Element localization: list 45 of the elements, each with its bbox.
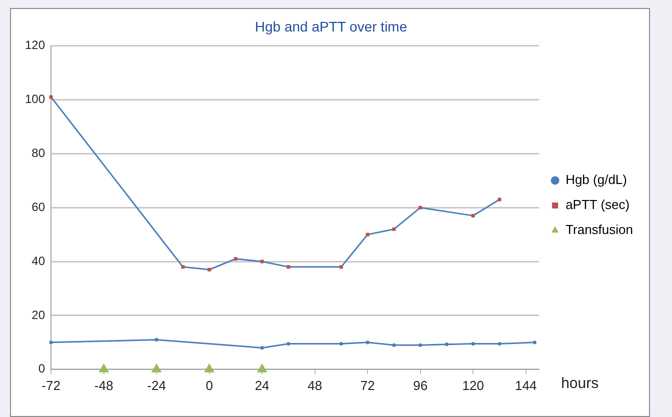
point: [49, 340, 53, 344]
y-tick-label: 80: [32, 146, 46, 160]
point: [498, 342, 502, 346]
point: [498, 198, 502, 202]
legend-label: aPTT (sec): [566, 197, 630, 212]
point: [181, 265, 185, 269]
point: [154, 338, 158, 342]
y-tick-label: 60: [32, 200, 46, 214]
x-tick-label: 144: [515, 378, 537, 393]
x-tick-label: 48: [308, 378, 322, 393]
x-axis-title: hours: [561, 375, 599, 392]
point: [366, 232, 370, 236]
chart-title: Hgb and aPTT over time: [254, 18, 408, 34]
point: [339, 342, 344, 346]
y-tick-label: 120: [24, 38, 46, 52]
y-tick-label: 40: [32, 254, 46, 268]
point: [286, 342, 290, 346]
legend-label: Hgb (g/dL): [566, 172, 627, 188]
x-tick-label: -24: [147, 378, 166, 393]
x-tick-label: -72: [42, 378, 60, 393]
point: [260, 260, 264, 264]
legend-label: Transfusion: [566, 222, 633, 238]
point: [49, 95, 53, 99]
y-tick-label: 100: [24, 92, 46, 106]
point: [286, 265, 290, 269]
x-tick-label: 96: [413, 378, 428, 393]
x-tick-label: 72: [360, 378, 375, 393]
point: [418, 206, 422, 210]
point: [471, 214, 475, 218]
x-tick-label: -48: [94, 378, 114, 393]
x-tick-label: 24: [254, 378, 270, 393]
x-tick-label: 120: [462, 378, 484, 393]
point: [208, 268, 212, 272]
point: [366, 340, 370, 344]
point: [418, 343, 422, 347]
point: [444, 342, 449, 346]
x-tick-label: 0: [206, 378, 213, 393]
point: [339, 265, 343, 269]
point: [392, 343, 396, 347]
y-tick-label: 0: [38, 362, 46, 376]
point: [234, 257, 238, 261]
y-tick-label: 20: [32, 308, 46, 322]
point: [392, 227, 396, 231]
point: [532, 340, 536, 344]
point: [260, 346, 264, 350]
